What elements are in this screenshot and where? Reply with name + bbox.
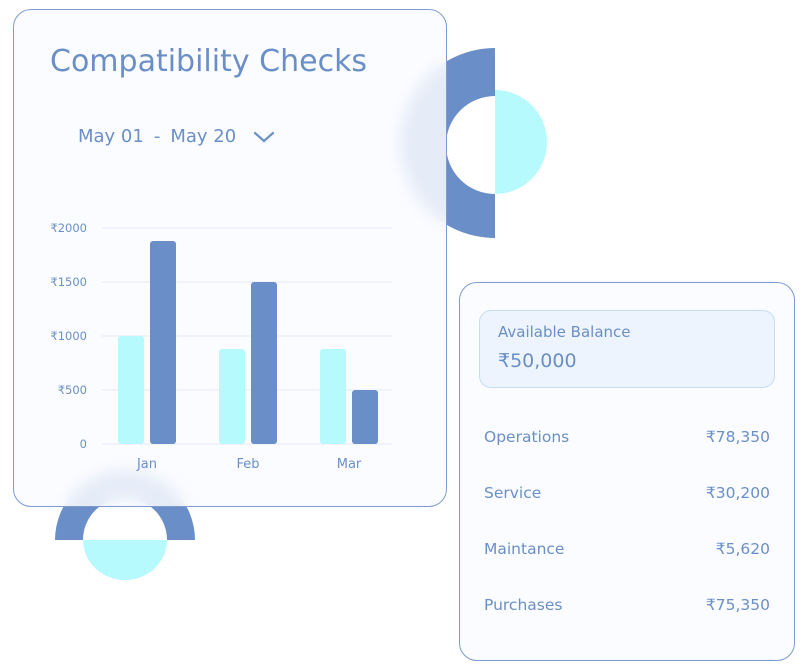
bar-mar-2 bbox=[352, 390, 378, 444]
date-start: May 01 bbox=[78, 126, 144, 147]
list-item: Purchases ₹75,350 bbox=[484, 596, 770, 614]
x-tick-label: Mar bbox=[337, 457, 362, 472]
row-value: ₹5,620 bbox=[715, 540, 770, 558]
y-tick-label: ₹2000 bbox=[50, 221, 87, 235]
list-item: Service ₹30,200 bbox=[484, 484, 770, 502]
row-value: ₹78,350 bbox=[705, 428, 770, 446]
row-label: Purchases bbox=[484, 596, 563, 614]
available-balance-label: Available Balance bbox=[498, 323, 631, 341]
x-tick-label: Feb bbox=[236, 457, 259, 472]
row-label: Maintance bbox=[484, 540, 565, 558]
available-balance-box: Available Balance ₹50,000 bbox=[479, 310, 775, 388]
list-item: Maintance ₹5,620 bbox=[484, 540, 770, 558]
y-tick-label: 0 bbox=[80, 437, 87, 451]
bar-chart: 0 ₹500 ₹1000 ₹1500 ₹2000 Jan Feb Mar bbox=[50, 221, 392, 472]
date-range-dropdown[interactable]: May 01 - May 20 bbox=[78, 126, 276, 147]
y-tick-label: ₹1500 bbox=[50, 275, 87, 289]
x-tick-label: Jan bbox=[136, 457, 157, 472]
y-tick-label: ₹1000 bbox=[50, 329, 87, 343]
bar-jan-2 bbox=[150, 240, 176, 444]
bar-feb-1 bbox=[219, 348, 245, 444]
row-label: Operations bbox=[484, 428, 570, 446]
list-item: Operations ₹78,350 bbox=[484, 428, 770, 446]
balance-card: Available Balance ₹50,000 Operations ₹78,… bbox=[459, 282, 795, 661]
row-value: ₹75,350 bbox=[705, 596, 770, 614]
available-balance-value: ₹50,000 bbox=[498, 350, 577, 372]
bar-jan-1 bbox=[118, 336, 144, 444]
bar-mar-1 bbox=[320, 348, 346, 444]
y-tick-label: ₹500 bbox=[58, 383, 87, 397]
compatibility-chart-card: Compatibility Checks May 01 - May 20 0 ₹5… bbox=[13, 9, 447, 507]
date-end: May 20 bbox=[170, 126, 237, 147]
bar-feb-2 bbox=[251, 282, 277, 444]
card-title: Compatibility Checks bbox=[50, 44, 368, 79]
row-label: Service bbox=[484, 484, 542, 502]
date-separator: - bbox=[153, 126, 161, 147]
row-value: ₹30,200 bbox=[705, 484, 770, 502]
chevron-down-icon bbox=[254, 131, 275, 142]
